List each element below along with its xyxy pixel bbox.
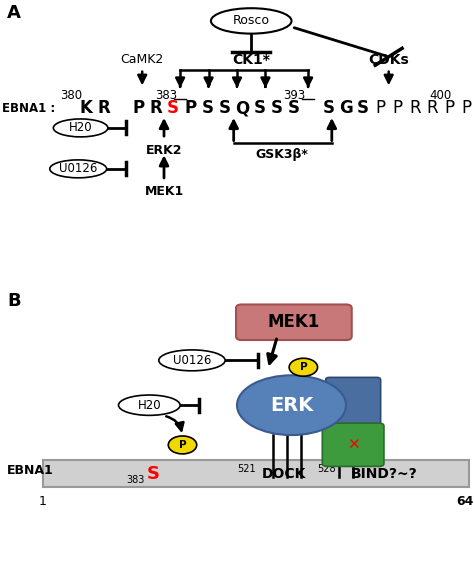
Text: DOCK: DOCK xyxy=(262,467,307,481)
Circle shape xyxy=(289,358,318,376)
Text: 393: 393 xyxy=(283,88,305,101)
Text: S: S xyxy=(271,99,283,117)
Text: H20: H20 xyxy=(137,398,161,412)
Text: BIND?~?: BIND?~? xyxy=(351,467,417,481)
Text: G: G xyxy=(339,99,353,117)
Text: R: R xyxy=(97,99,110,117)
Ellipse shape xyxy=(54,119,108,137)
Text: P: P xyxy=(375,99,385,117)
Text: EBNA1: EBNA1 xyxy=(7,465,54,478)
Text: K: K xyxy=(80,99,93,117)
FancyBboxPatch shape xyxy=(43,461,469,488)
Text: P: P xyxy=(300,362,307,372)
Text: A: A xyxy=(7,5,21,22)
Text: GSK3β*: GSK3β* xyxy=(255,148,309,161)
Text: 521: 521 xyxy=(237,465,256,475)
Text: H20: H20 xyxy=(69,121,92,134)
Circle shape xyxy=(168,436,197,454)
Text: S: S xyxy=(322,99,335,117)
Text: B: B xyxy=(7,292,21,309)
Text: P: P xyxy=(132,99,144,117)
Text: 380: 380 xyxy=(60,88,82,101)
Text: 1: 1 xyxy=(39,495,46,508)
Ellipse shape xyxy=(50,160,107,178)
Text: U0126: U0126 xyxy=(59,162,97,175)
FancyBboxPatch shape xyxy=(326,377,381,430)
Text: ✕: ✕ xyxy=(347,437,359,452)
Text: EBNA1 :: EBNA1 : xyxy=(2,102,55,115)
Text: S: S xyxy=(147,465,160,483)
Text: MEK1: MEK1 xyxy=(268,314,320,331)
Text: P: P xyxy=(184,99,196,117)
Text: CDKs: CDKs xyxy=(368,53,409,67)
Text: R: R xyxy=(149,99,162,117)
Text: 383: 383 xyxy=(126,475,145,485)
Ellipse shape xyxy=(211,8,292,33)
FancyBboxPatch shape xyxy=(322,423,384,466)
Text: ERK: ERK xyxy=(270,396,313,415)
Text: S: S xyxy=(201,99,213,117)
Text: P: P xyxy=(445,99,455,117)
Text: S: S xyxy=(288,99,300,117)
Text: 528: 528 xyxy=(318,465,336,475)
Text: P: P xyxy=(179,440,186,450)
Ellipse shape xyxy=(118,395,180,415)
Text: R: R xyxy=(409,99,421,117)
Text: R: R xyxy=(427,99,438,117)
FancyBboxPatch shape xyxy=(236,305,352,340)
Text: 400: 400 xyxy=(430,88,452,101)
Text: U0126: U0126 xyxy=(173,354,211,367)
Text: CaMK2: CaMK2 xyxy=(120,53,164,66)
Text: S: S xyxy=(219,99,231,117)
Text: Q: Q xyxy=(235,99,249,117)
Text: S: S xyxy=(167,99,179,117)
Text: CK1*: CK1* xyxy=(232,53,270,67)
Text: S: S xyxy=(357,99,369,117)
Ellipse shape xyxy=(237,375,346,435)
Ellipse shape xyxy=(159,350,225,371)
Text: P: P xyxy=(462,99,472,117)
Text: ERK2: ERK2 xyxy=(146,144,182,157)
Text: P: P xyxy=(392,99,403,117)
Text: Rosco: Rosco xyxy=(233,15,270,28)
Text: 641: 641 xyxy=(456,495,474,508)
Text: MEK1: MEK1 xyxy=(145,185,183,197)
Text: S: S xyxy=(253,99,265,117)
Text: 383: 383 xyxy=(155,88,177,101)
